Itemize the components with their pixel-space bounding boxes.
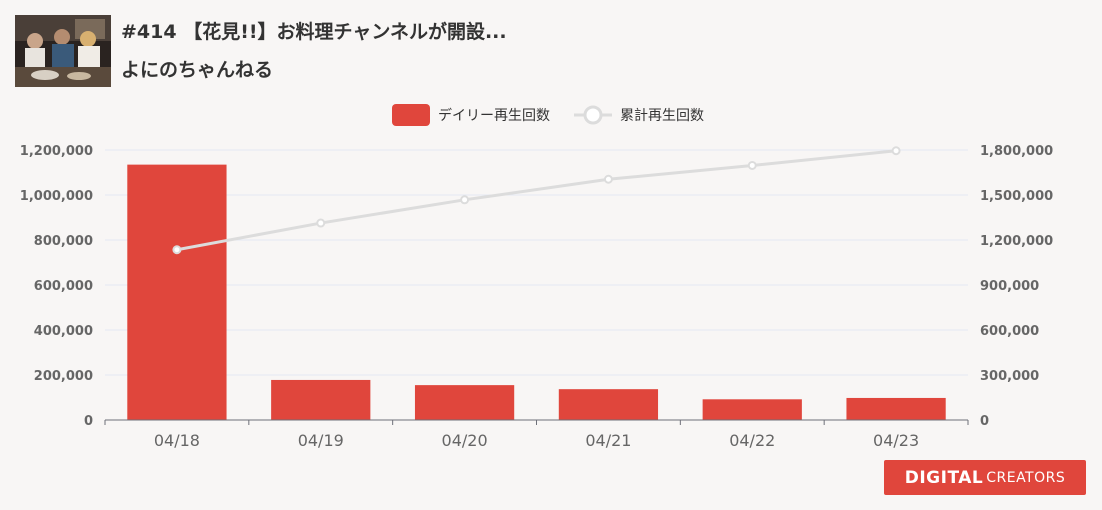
y-right-tick-label: 900,000 [980, 279, 1039, 294]
y-right-tick-label: 0 [980, 414, 989, 429]
legend-label-line: 累計再生回数 [620, 108, 704, 124]
axes: 0 200,000 400,000 600,000 800,000 1,000,000 1,… [20, 144, 1053, 450]
bar [702, 399, 802, 420]
y-left-tick-label: 200,000 [34, 369, 93, 384]
video-thumbnail [15, 15, 111, 87]
digital-creators-badge[interactable]: DIGITAL CREATORS [884, 460, 1086, 495]
y-left-tick-label: 800,000 [34, 234, 93, 249]
line-point [747, 160, 757, 170]
y-right-tick-label: 1,800,000 [980, 144, 1053, 159]
legend: デイリー再生回数 累計再生回数 [392, 104, 704, 126]
line-point [172, 245, 182, 255]
legend-label-bar: デイリー再生回数 [438, 107, 550, 124]
y-left-tick-label: 600,000 [34, 279, 93, 294]
legend-swatch-bar [392, 104, 430, 126]
y-right-tick-label: 300,000 [980, 369, 1039, 384]
legend-swatch-marker [583, 105, 603, 125]
x-tick-label: 04/20 [442, 431, 488, 450]
bar [271, 379, 371, 420]
y-left-tick-label: 0 [84, 414, 93, 429]
line-point [460, 195, 470, 205]
x-tick-label: 04/21 [585, 431, 631, 450]
badge-logo-part2: CREATORS [986, 469, 1066, 486]
x-tick-label: 04/19 [298, 431, 344, 450]
channel-name: よにのちゃんねる [121, 59, 274, 81]
y-right-tick-label: 1,200,000 [980, 234, 1053, 249]
line-point [891, 146, 901, 156]
bar [127, 164, 227, 420]
bar [558, 389, 659, 420]
y-left-tick-label: 1,200,000 [20, 144, 93, 159]
y-left-tick-label: 400,000 [34, 324, 93, 339]
badge-logo-part1: DIGITAL [904, 467, 984, 488]
x-tick-label: 04/22 [729, 431, 775, 450]
bar [414, 385, 515, 420]
bar-series [127, 164, 946, 420]
x-tick-label: 04/23 [873, 431, 919, 450]
video-title: #414 【花見!!】お料理チャンネルが開設... [121, 21, 507, 43]
bar [846, 397, 946, 420]
y-left-tick-label: 1,000,000 [20, 189, 93, 204]
y-right-tick-label: 600,000 [980, 324, 1039, 339]
grid-lines [105, 149, 968, 376]
cumulative-line [176, 149, 897, 252]
line-point [316, 218, 326, 228]
line-point [603, 174, 613, 184]
y-right-tick-label: 1,500,000 [980, 189, 1053, 204]
line-series [172, 146, 901, 255]
x-tick-label: 04/18 [154, 431, 200, 450]
